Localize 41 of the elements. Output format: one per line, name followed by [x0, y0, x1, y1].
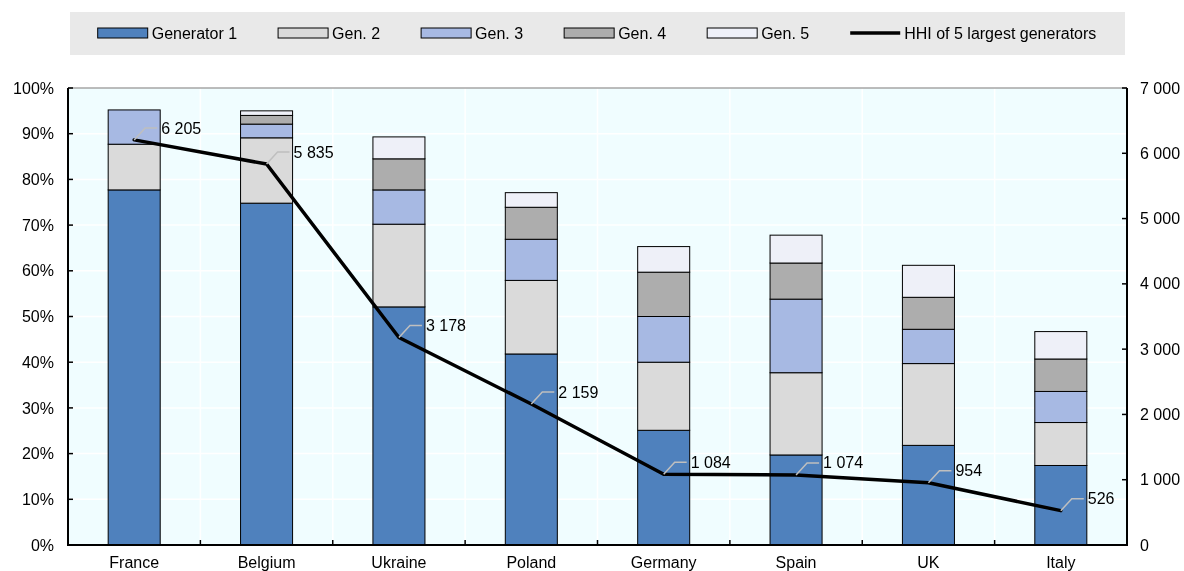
y-tick-label: 50%: [21, 308, 54, 326]
x-tick-label: Spain: [775, 553, 817, 571]
x-tick-label: Poland: [506, 553, 557, 571]
x-tick-label: Ukraine: [371, 553, 427, 571]
y2-tick-label: 6 000: [1140, 144, 1181, 162]
y2-tick-label: 0: [1140, 536, 1149, 554]
data-label: 3 178: [425, 317, 467, 335]
legend-label: Gen. 4: [618, 24, 667, 42]
y-tick-label: 0%: [30, 536, 54, 554]
x-tick-label: UK: [917, 553, 940, 571]
data-label: 1 074: [823, 454, 864, 472]
y2-tick-label: 3 000: [1140, 340, 1181, 358]
data-label: 5 835: [293, 143, 334, 161]
data-label: 1 084: [690, 453, 731, 471]
y-tick-label: 80%: [21, 171, 54, 188]
x-tick-label: Belgium: [237, 553, 296, 571]
legend-label: Gen. 3: [475, 24, 524, 42]
legend-label: Gen. 5: [761, 24, 810, 42]
y-tick-label: 40%: [21, 353, 54, 371]
y2-tick-label: 1 000: [1140, 471, 1181, 489]
y2-tick-label: 4 000: [1140, 275, 1181, 293]
y2-tick-label: 2 000: [1140, 406, 1181, 424]
y-tick-label: 10%: [21, 490, 54, 508]
x-tick-label: Germany: [630, 553, 697, 571]
y-tick-label: 30%: [21, 399, 54, 417]
y-tick-label: 100%: [13, 79, 54, 97]
legend-label: Gen. 2: [332, 24, 381, 42]
y2-tick-label: 7 000: [1140, 79, 1181, 97]
data-label: 6 205: [161, 119, 202, 137]
y2-tick-label: 5 000: [1140, 210, 1181, 228]
data-label: 954: [955, 462, 983, 480]
data-label: 2 159: [558, 383, 599, 401]
legend-label: Generator 1: [151, 24, 238, 42]
legend-label: HHI of 5 largest generators: [904, 24, 1097, 42]
data-label: 526: [1087, 490, 1115, 508]
y-tick-label: 60%: [21, 262, 54, 280]
x-tick-label: Italy: [1046, 553, 1076, 571]
y-tick-label: 20%: [21, 445, 54, 463]
y-tick-label: 90%: [21, 125, 54, 143]
y-tick-label: 70%: [21, 216, 54, 234]
x-tick-label: France: [109, 553, 160, 571]
